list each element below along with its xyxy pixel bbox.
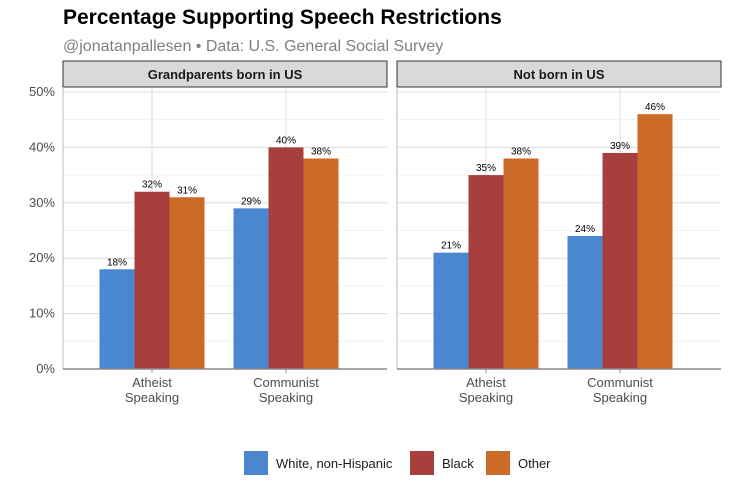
data-label: 29% — [241, 196, 261, 207]
data-label: 31% — [177, 185, 197, 196]
x-tick-label: Atheist — [466, 375, 506, 390]
bar — [433, 252, 469, 369]
facet-panels: Grandparents born in US 18% 29% 32% 40% 31% 38… — [62, 60, 722, 405]
y-tick-label: 20% — [29, 250, 55, 265]
x-tick-label: Atheist — [132, 375, 172, 390]
data-label: 32% — [142, 180, 162, 191]
legend-swatch — [244, 451, 268, 475]
bar — [134, 191, 170, 369]
bar — [303, 158, 339, 369]
facet-panel: Not born in US21%24%35%39%38%46%AtheistS… — [396, 60, 722, 405]
x-tick-label: Speaking — [125, 390, 179, 405]
bar — [268, 147, 304, 369]
legend-label: White, non-Hispanic — [276, 456, 393, 471]
y-tick-label: 50% — [29, 84, 55, 99]
data-label: 38% — [311, 146, 331, 157]
y-axis: 0% 10% 20% 30% 40% 50% — [29, 84, 55, 376]
bar — [99, 269, 135, 369]
legend: White, non-Hispanic Black Other — [244, 451, 551, 475]
data-label: 39% — [610, 141, 630, 152]
y-tick-label: 30% — [29, 195, 55, 210]
legend-label: Black — [442, 456, 474, 471]
x-tick-label: Speaking — [459, 390, 513, 405]
facet-panel: Grandparents born in US 18% 29% 32% 40% 31% 38… — [62, 60, 388, 405]
data-label: 38% — [511, 146, 531, 157]
chart-subtitle: @jonatanpallesen • Data: U.S. General So… — [63, 38, 443, 55]
x-tick-label: Speaking — [259, 390, 313, 405]
bar — [637, 114, 673, 369]
data-label: 40% — [276, 135, 296, 146]
data-label: 18% — [107, 257, 127, 268]
x-tick-label: Communist — [253, 375, 319, 390]
data-label: 24% — [575, 224, 595, 235]
bar — [602, 152, 638, 369]
facet-strip — [62, 60, 388, 88]
facet-strip-label: Not born in US — [514, 67, 605, 82]
data-label: 46% — [645, 102, 665, 113]
data-label: 21% — [441, 241, 461, 252]
facet-strip — [396, 60, 722, 88]
y-tick-label: 10% — [29, 306, 55, 321]
legend-label: Other — [518, 456, 551, 471]
y-tick-label: 0% — [36, 361, 55, 376]
bar — [567, 236, 603, 369]
bar — [169, 197, 205, 369]
x-tick-label: Communist — [587, 375, 653, 390]
legend-swatch — [410, 451, 434, 475]
bar — [233, 208, 269, 369]
legend-swatch — [486, 451, 510, 475]
data-label: 35% — [476, 163, 496, 174]
chart-title: Percentage Supporting Speech Restriction… — [63, 6, 502, 29]
facet-strip-label: Grandparents born in US — [148, 67, 303, 82]
bar — [503, 158, 539, 369]
bar — [468, 175, 504, 369]
x-tick-label: Speaking — [593, 390, 647, 405]
y-tick-label: 40% — [29, 139, 55, 154]
